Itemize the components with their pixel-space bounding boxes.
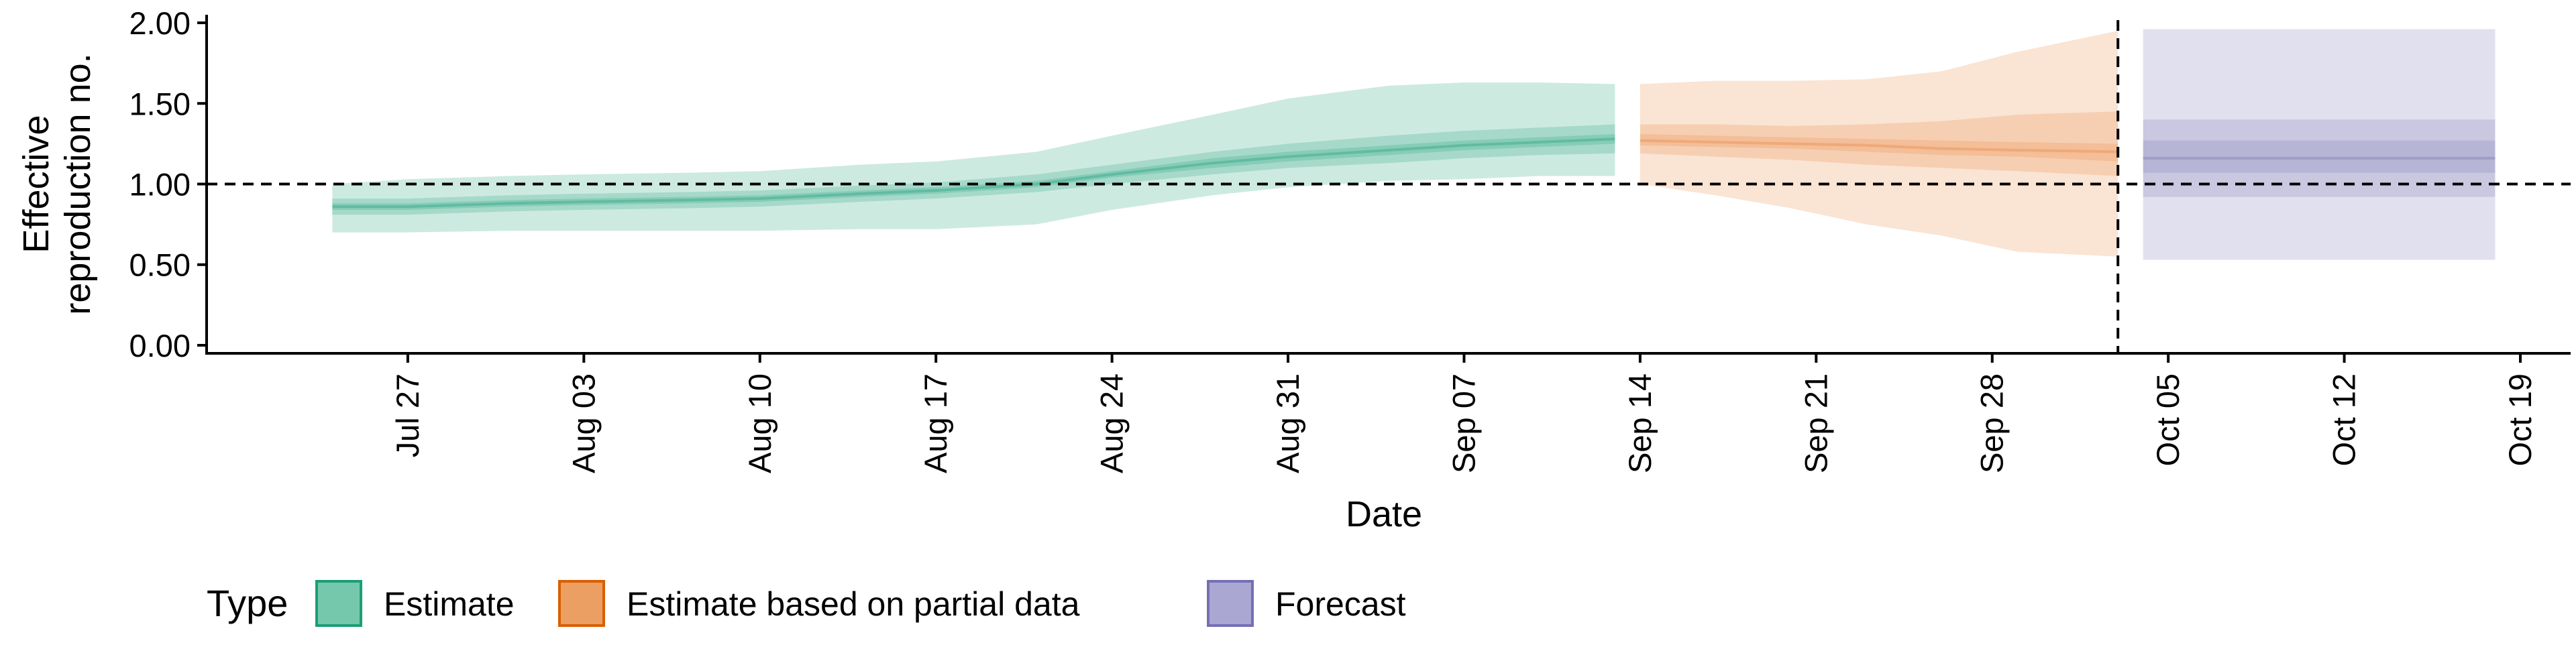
x-tick-label: Jul 27 <box>390 373 425 457</box>
legend-label-estimate-based-on-partial-data: Estimate based on partial data <box>627 585 1080 623</box>
estimate-based-on-partial-data-median-line <box>1640 139 2118 154</box>
y-tick-label: 2.00 <box>129 5 191 41</box>
y-axis-title: Effective reproduction no. <box>16 53 98 314</box>
x-tick-label: Aug 24 <box>1094 373 1130 473</box>
estimate-ci20-band <box>332 134 1615 210</box>
x-tick-label: Sep 07 <box>1446 373 1482 473</box>
estimate-based-on-partial-data-ci90-band <box>1640 31 2118 257</box>
estimate-based-on-partial-data-ci20-band <box>1640 134 2118 162</box>
estimate-median-line <box>332 137 1615 209</box>
x-tick-label: Oct 19 <box>2502 373 2538 466</box>
plot-bands <box>332 29 2496 260</box>
y-axis-title-line: Effective <box>16 115 56 253</box>
legend-swatch-estimate-based-on-partial-data <box>558 580 605 627</box>
legend-label-forecast: Forecast <box>1275 585 1406 623</box>
x-tick-label: Aug 03 <box>566 373 601 473</box>
y-tick-label: 1.00 <box>129 167 191 202</box>
y-tick-label: 0.50 <box>129 247 191 283</box>
estimate-ci50-band <box>332 124 1615 215</box>
forecast-ci20-band <box>2143 140 2496 173</box>
x-tick-label: Sep 28 <box>1974 373 2010 473</box>
x-tick-label: Oct 12 <box>2326 373 2362 466</box>
axes: 0.00 0.50 1.00 1.50 2.00 Jul 27 Aug 03 Aug 10 Au… <box>129 5 2571 473</box>
reference-lines <box>207 20 2571 353</box>
x-tick-label: Aug 31 <box>1270 373 1305 473</box>
x-axis-title: Date <box>1346 494 1422 534</box>
y-tick-label: 0.00 <box>129 328 191 363</box>
x-tick-label: Sep 21 <box>1798 373 1833 473</box>
legend-swatch-estimate <box>315 580 362 627</box>
forecast-ci90-band <box>2143 29 2496 260</box>
x-tick-label: Aug 17 <box>918 373 953 473</box>
x-tick-label: Oct 05 <box>2150 373 2186 466</box>
estimate-based-on-partial-data-ci50-band <box>1640 111 2118 176</box>
forecast-ci50-band <box>2143 119 2496 197</box>
y-axis-title-line: reproduction no. <box>58 53 98 314</box>
estimate-ci90-band <box>332 82 1615 233</box>
legend-label-estimate: Estimate <box>384 585 515 623</box>
x-tick-label: Sep 14 <box>1622 373 1658 473</box>
legend-title: Type <box>207 582 288 624</box>
x-tick-label: Aug 10 <box>742 373 777 473</box>
legend-swatch-forecast <box>1207 580 1254 627</box>
y-tick-label: 1.50 <box>129 86 191 121</box>
legend: Type Estimate Estimate based on partial da… <box>207 580 1406 627</box>
